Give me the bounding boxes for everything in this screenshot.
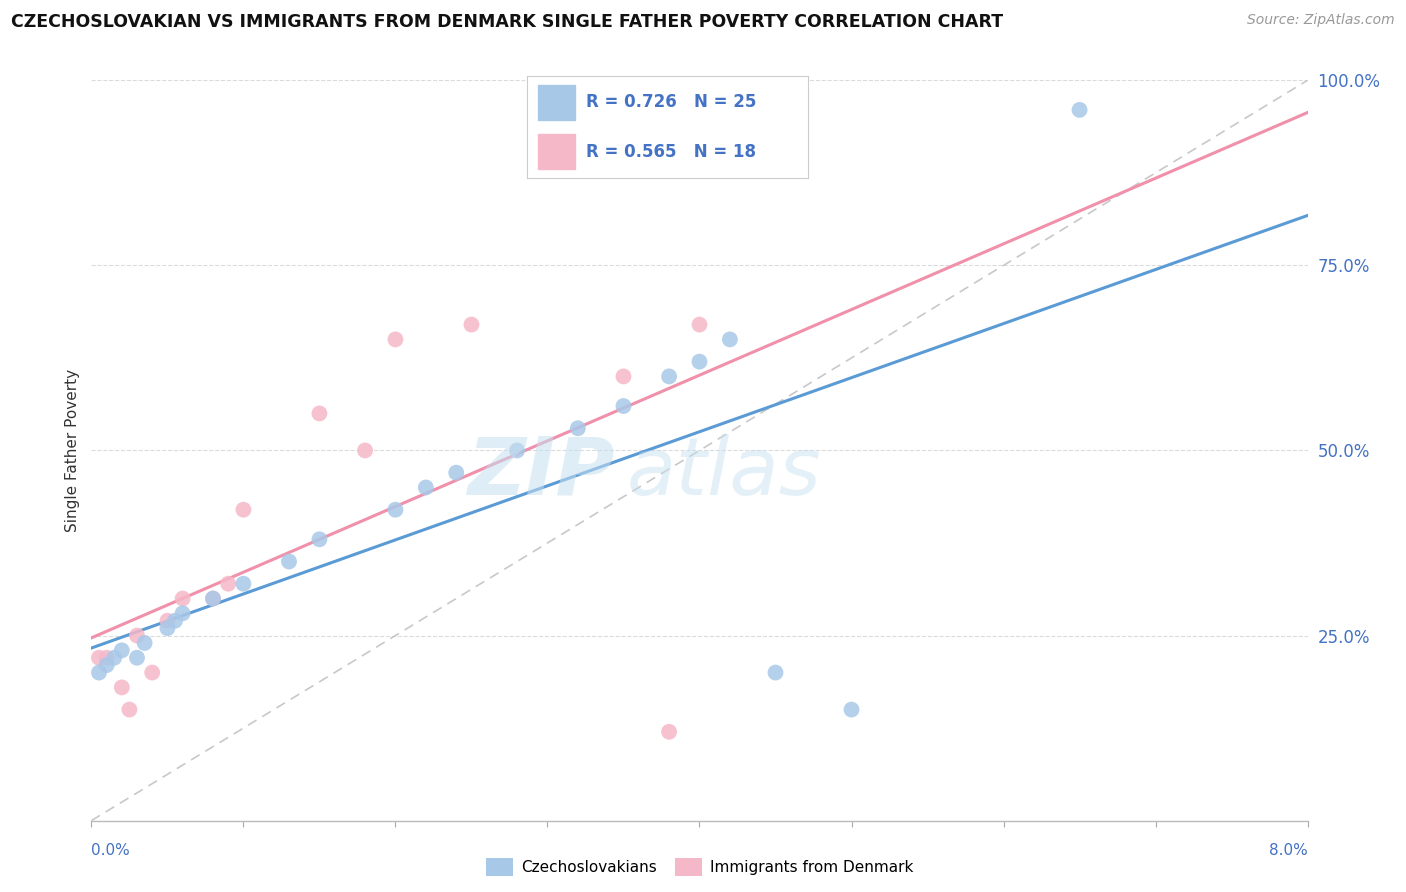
Point: [202, 591, 225, 606]
Point: [202, 591, 225, 606]
Text: Source: ZipAtlas.com: Source: ZipAtlas.com: [1247, 13, 1395, 28]
Point: [118, 703, 141, 717]
Y-axis label: Single Father Poverty: Single Father Poverty: [65, 369, 80, 532]
Point: [688, 354, 710, 368]
Text: ZIP: ZIP: [467, 434, 614, 512]
Point: [1069, 103, 1091, 117]
Point: [172, 607, 194, 621]
Point: [506, 443, 529, 458]
Point: [460, 318, 482, 332]
Point: [718, 333, 741, 347]
Point: [444, 466, 467, 480]
Point: [278, 554, 301, 569]
Point: [87, 665, 110, 680]
Point: [688, 318, 710, 332]
Point: [232, 502, 254, 516]
Point: [612, 399, 634, 413]
Bar: [538, 85, 575, 120]
Point: [172, 591, 194, 606]
Point: [163, 614, 186, 628]
Point: [156, 621, 179, 635]
Point: [134, 636, 156, 650]
Point: [125, 650, 148, 665]
Point: [354, 443, 377, 458]
Point: [308, 533, 330, 547]
Point: [658, 369, 681, 384]
Point: [232, 576, 254, 591]
Point: [103, 650, 125, 665]
Point: [415, 480, 437, 494]
Point: [765, 665, 787, 680]
Point: [96, 658, 118, 673]
Point: [111, 681, 134, 695]
Text: R = 0.726   N = 25: R = 0.726 N = 25: [586, 94, 756, 112]
Point: [308, 407, 330, 421]
Point: [141, 665, 163, 680]
Text: CZECHOSLOVAKIAN VS IMMIGRANTS FROM DENMARK SINGLE FATHER POVERTY CORRELATION CHA: CZECHOSLOVAKIAN VS IMMIGRANTS FROM DENMA…: [11, 13, 1004, 31]
Point: [841, 703, 863, 717]
Point: [612, 369, 634, 384]
Text: R = 0.565   N = 18: R = 0.565 N = 18: [586, 143, 756, 161]
Point: [658, 724, 681, 739]
Point: [384, 502, 406, 516]
Point: [384, 333, 406, 347]
Point: [111, 643, 134, 657]
Bar: [538, 135, 575, 169]
Point: [567, 421, 589, 435]
Text: 0.0%: 0.0%: [91, 843, 131, 858]
Point: [96, 650, 118, 665]
Point: [87, 650, 110, 665]
Point: [125, 628, 148, 642]
Text: atlas: atlas: [627, 434, 821, 512]
Point: [156, 614, 179, 628]
Legend: Czechoslovakians, Immigrants from Denmark: Czechoslovakians, Immigrants from Denmar…: [478, 850, 921, 883]
Text: 8.0%: 8.0%: [1268, 843, 1308, 858]
Point: [217, 576, 239, 591]
